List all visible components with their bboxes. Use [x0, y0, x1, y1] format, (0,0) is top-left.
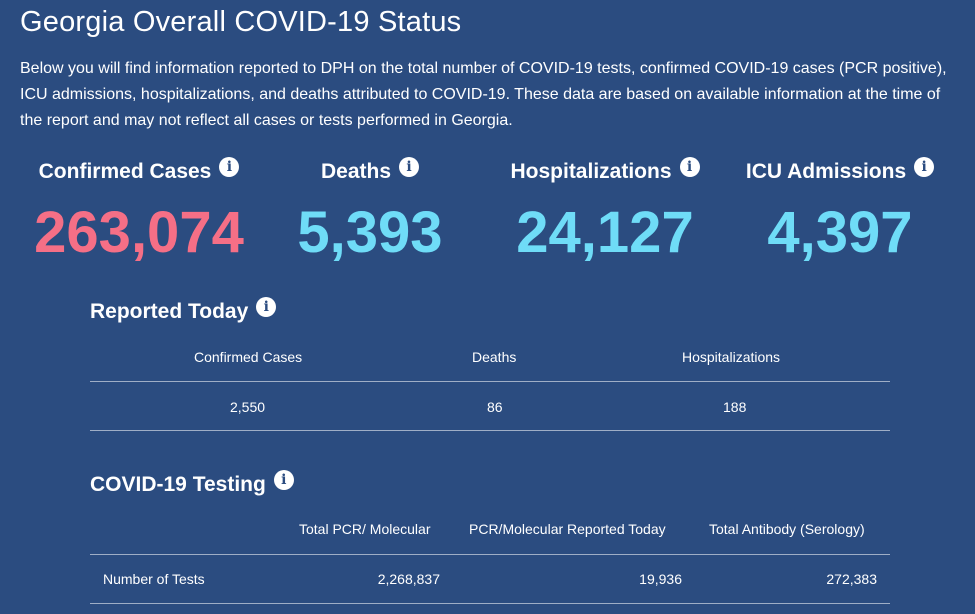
section-title-text: COVID-19 Testing	[90, 473, 266, 496]
table-row: 2,550 86 188	[90, 382, 890, 432]
header-deaths: Deaths	[472, 349, 517, 365]
reported-today-title: Reported Today i	[90, 297, 277, 324]
value-deaths: 86	[487, 399, 503, 415]
stat-value: 5,393	[297, 200, 443, 265]
info-icon[interactable]: i	[914, 157, 935, 177]
table-row: Number of Tests 2,268,837 19,936 272,383	[90, 554, 890, 604]
stat-hospitalizations: Hospitalizations i 24,127	[490, 156, 720, 268]
stat-label-row: Deaths i	[280, 156, 460, 188]
stat-value: 4,397	[767, 200, 913, 265]
stat-value: 24,127	[516, 200, 694, 265]
stat-value: 263,074	[34, 200, 244, 265]
stat-label: Hospitalizations	[510, 160, 672, 183]
stat-deaths: Deaths i 5,393	[280, 156, 460, 268]
value-total-pcr: 2,268,837	[377, 571, 440, 587]
testing-table: Total PCR/ Molecular PCR/Molecular Repor…	[90, 504, 890, 604]
stat-label: Confirmed Cases	[38, 160, 212, 183]
testing-title: COVID-19 Testing i	[90, 470, 294, 497]
intro-paragraph: Below you will find information reported…	[20, 60, 947, 129]
value-pcr-today: 19,936	[639, 571, 682, 587]
header-total-pcr: Total PCR/ Molecular	[299, 521, 431, 537]
stat-label-row: Confirmed Cases i	[24, 156, 254, 188]
header-total-antibody: Total Antibody (Serology)	[709, 521, 865, 537]
stat-confirmed-cases: Confirmed Cases i 263,074	[24, 156, 254, 268]
info-icon[interactable]: i	[219, 157, 240, 177]
stat-label-row: ICU Admissions i	[735, 156, 945, 188]
section-title-text: Reported Today	[90, 300, 249, 323]
stat-label-row: Hospitalizations i	[490, 156, 720, 188]
table-header-row: Total PCR/ Molecular PCR/Molecular Repor…	[90, 504, 890, 554]
page-title: Georgia Overall COVID-19 Status	[20, 6, 462, 38]
stat-icu-admissions: ICU Admissions i 4,397	[735, 156, 945, 268]
value-confirmed-cases: 2,550	[230, 399, 266, 415]
table-divider	[90, 430, 890, 431]
header-confirmed-cases: Confirmed Cases	[194, 349, 303, 365]
info-icon[interactable]: i	[679, 157, 700, 177]
table-header-row: Confirmed Cases Deaths Hospitalizations	[90, 332, 890, 382]
table-divider	[90, 554, 890, 555]
stat-label: ICU Admissions	[745, 160, 907, 183]
info-icon[interactable]: i	[273, 470, 294, 490]
table-divider	[90, 381, 890, 382]
row-label: Number of Tests	[103, 571, 205, 587]
reported-today-table: Confirmed Cases Deaths Hospitalizations …	[90, 332, 890, 432]
header-pcr-today: PCR/Molecular Reported Today	[469, 521, 666, 537]
table-divider	[90, 603, 890, 604]
header-hospitalizations: Hospitalizations	[682, 349, 781, 365]
value-total-antibody: 272,383	[826, 571, 877, 587]
info-icon[interactable]: i	[399, 157, 420, 177]
info-icon[interactable]: i	[256, 297, 277, 317]
stat-label: Deaths	[320, 160, 392, 183]
value-hospitalizations: 188	[723, 399, 747, 415]
